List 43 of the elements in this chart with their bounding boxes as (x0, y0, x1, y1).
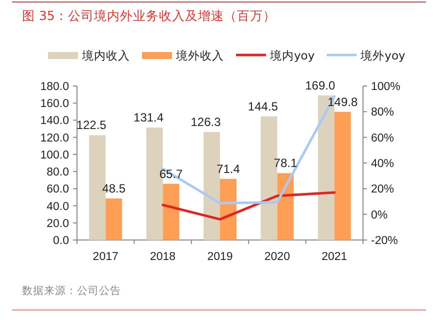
data-label: 65.7 (159, 166, 184, 181)
bar (106, 198, 122, 240)
x-tick-label: 2021 (322, 251, 348, 263)
legend-label: 境外yoy (360, 48, 406, 62)
data-label: 169.0 (305, 78, 336, 92)
y2-tick-label: 60% (371, 132, 394, 144)
y-tick-label: 40.0 (46, 200, 69, 213)
y-tick-label: 160.0 (40, 98, 69, 110)
y-tick-label: 120.0 (40, 132, 69, 144)
y2-tick-label: 40% (371, 158, 394, 170)
bar (162, 184, 180, 240)
y-tick-label: 180.0 (40, 81, 69, 93)
data-label: 78.1 (274, 156, 298, 170)
y2-tick-label: 80% (371, 106, 394, 119)
y-tick-label: 60.0 (46, 184, 69, 196)
y-tick-label: 140.0 (40, 115, 69, 128)
data-label: 48.5 (102, 182, 126, 196)
legend-label: 境内yoy (269, 48, 315, 62)
data-label: 71.4 (216, 162, 240, 176)
line-series (162, 191, 336, 221)
y2-tick-label: 100% (371, 81, 400, 93)
y-tick-label: 80.0 (46, 166, 69, 179)
data-label: 126.3 (190, 114, 222, 129)
data-label: 144.5 (248, 99, 278, 114)
y-tick-label: 0.0 (53, 235, 69, 247)
source-note: 数据来源：公司公告 (22, 284, 121, 297)
y-tick-label: 20.0 (46, 218, 69, 230)
legend-label: 境外收入 (175, 48, 224, 62)
data-label: 149.8 (328, 94, 358, 109)
y2-tick-label: 0% (371, 209, 388, 222)
y2-tick-label: -20% (371, 235, 398, 247)
chart-title: 图 35：公司境内外业务收入及增速（百万） (22, 8, 276, 23)
x-tick-label: 2020 (264, 251, 290, 263)
legend-label: 境内收入 (81, 48, 130, 62)
bar (220, 178, 236, 240)
data-label: 122.5 (76, 118, 107, 132)
bar (334, 112, 351, 240)
x-tick-label: 2017 (92, 251, 118, 263)
y2-tick-label: 20% (371, 184, 394, 196)
y-tick-label: 100.0 (40, 149, 69, 162)
x-tick-label: 2019 (207, 251, 233, 263)
data-label: 131.4 (134, 110, 164, 125)
x-tick-label: 2018 (150, 251, 176, 263)
